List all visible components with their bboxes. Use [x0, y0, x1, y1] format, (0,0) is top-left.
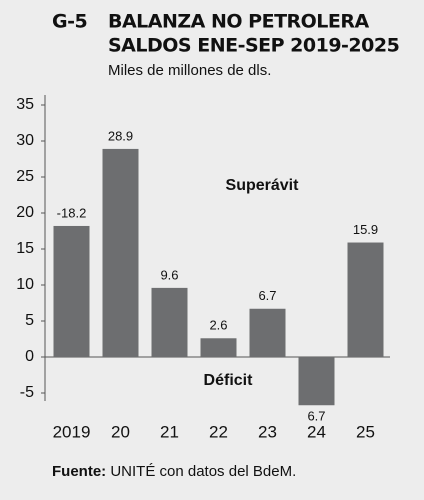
y-tick-label: 30	[16, 132, 34, 149]
y-tick-label: 35	[16, 96, 34, 113]
x-tick-label: 20	[111, 422, 130, 441]
x-tick-label: 23	[258, 422, 277, 441]
value-label: -18.2	[57, 205, 87, 220]
source: Fuente: UNITÉ con datos del BdeM.	[52, 463, 296, 480]
y-tick-label: 10	[16, 276, 34, 293]
chart-subtitle: Miles de millones de dls.	[108, 62, 271, 79]
source-label: Fuente:	[52, 463, 106, 480]
value-label: 9.6	[160, 267, 178, 282]
chart-title-2: SALDOS ENE-SEP 2019-2025	[108, 35, 399, 57]
value-label: 6.7	[258, 288, 276, 303]
bar	[200, 338, 237, 357]
value-label: 15.9	[353, 222, 378, 237]
y-tick-label: 20	[16, 204, 34, 221]
x-tick-label: 2019	[53, 422, 91, 441]
value-label: 6.7	[307, 409, 325, 424]
bar	[151, 287, 188, 357]
bar	[249, 308, 286, 357]
x-tick-label: 25	[356, 422, 375, 441]
bar	[347, 242, 384, 357]
x-tick-label: 24	[307, 422, 326, 441]
bar	[298, 357, 335, 406]
y-tick-label: 5	[25, 312, 34, 329]
annotation: Déficit	[204, 372, 254, 389]
bar	[102, 148, 139, 357]
source-text: UNITÉ con datos del BdeM.	[110, 463, 296, 480]
value-label: 28.9	[108, 128, 133, 143]
y-tick-label: -5	[20, 384, 34, 401]
chart-code: G-5	[52, 11, 87, 33]
x-tick-label: 22	[209, 422, 228, 441]
bar	[53, 225, 90, 357]
y-tick-label: 15	[16, 240, 34, 257]
y-tick-label: 25	[16, 168, 34, 185]
x-tick-label: 21	[160, 422, 179, 441]
annotation: Superávit	[226, 177, 300, 194]
value-label: 2.6	[209, 318, 227, 333]
chart-title: BALANZA NO PETROLERA	[108, 11, 370, 33]
y-tick-label: 0	[25, 348, 34, 365]
